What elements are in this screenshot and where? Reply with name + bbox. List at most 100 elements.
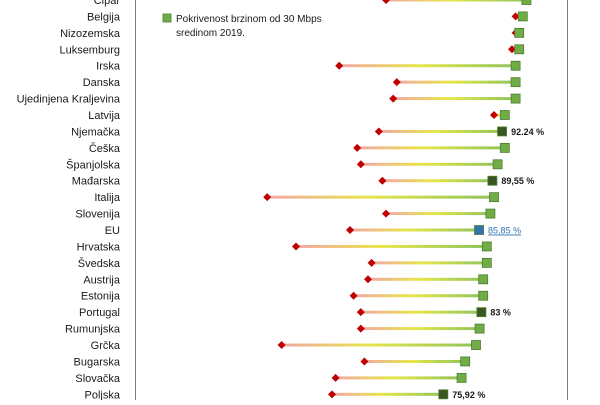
start-diamond-marker — [349, 291, 358, 300]
category-label: Ujedinjena Kraljevina — [17, 94, 121, 106]
start-diamond-marker — [292, 242, 300, 251]
start-diamond-marker — [335, 61, 344, 70]
end-square-marker — [489, 192, 499, 203]
value-label: 89,55 % — [501, 176, 534, 186]
range-segment — [353, 294, 484, 298]
end-square-marker — [438, 389, 449, 400]
range-segment — [267, 195, 494, 199]
category-label: Bugarska — [74, 356, 121, 368]
end-square-marker — [456, 372, 467, 383]
range-segment — [357, 146, 505, 150]
end-square-marker — [517, 11, 528, 22]
end-square-marker — [499, 110, 510, 120]
legend-label-line-2: sredinom 2019. — [176, 28, 245, 39]
end-square-marker — [514, 27, 525, 38]
start-diamond-marker — [382, 209, 390, 218]
start-diamond-marker — [490, 111, 498, 120]
start-diamond-marker — [277, 341, 286, 350]
end-square-marker — [478, 290, 489, 301]
end-square-marker — [460, 356, 471, 367]
start-diamond-marker — [389, 94, 398, 103]
category-label: Češka — [89, 142, 121, 155]
category-label: Estonija — [81, 291, 121, 303]
start-diamond-marker — [356, 308, 365, 317]
range-segment — [494, 113, 505, 117]
end-square-marker — [471, 340, 481, 350]
start-diamond-marker — [328, 390, 336, 399]
range-segment — [360, 327, 480, 331]
start-diamond-marker — [353, 143, 362, 152]
start-diamond-marker — [356, 324, 365, 333]
category-label: Hrvatska — [77, 241, 121, 253]
range-segment — [339, 64, 516, 68]
start-diamond-marker — [511, 12, 520, 21]
end-square-marker — [476, 307, 487, 318]
start-diamond-marker — [382, 0, 390, 4]
range-segment — [281, 343, 476, 347]
end-square-marker — [510, 93, 521, 104]
chart-marks: Cipar Belgija Nizozemska Luksemburg Irska Dan… — [17, 0, 544, 401]
range-segment — [393, 97, 516, 101]
value-label[interactable]: 85,85 % — [488, 226, 521, 236]
end-square-marker — [487, 175, 498, 186]
range-segment — [371, 261, 487, 265]
range-segment — [368, 277, 484, 281]
legend-marker — [162, 13, 172, 23]
end-square-marker — [499, 142, 510, 153]
range-segment — [378, 129, 503, 133]
end-square-marker — [474, 225, 484, 235]
value-label: 92.24 % — [511, 127, 544, 137]
category-label: Italija — [94, 192, 121, 204]
legend-label-line-1: Pokrivenost brzinom od 30 Mbps — [176, 14, 322, 25]
category-label: Danska — [83, 77, 121, 89]
start-diamond-marker — [378, 176, 387, 185]
range-segment — [332, 392, 444, 396]
category-label: Švedska — [78, 257, 121, 270]
category-label: Španjolska — [66, 158, 121, 171]
end-square-marker — [481, 241, 492, 252]
end-square-marker — [474, 323, 485, 334]
category-label: Grčka — [91, 340, 121, 352]
category-label: Irska — [96, 61, 121, 73]
category-label: Slovačka — [75, 373, 121, 385]
end-square-marker — [510, 77, 521, 88]
end-square-marker — [514, 44, 525, 55]
end-square-marker — [485, 208, 496, 219]
value-label: 83 % — [490, 308, 511, 318]
start-diamond-marker — [508, 45, 516, 54]
range-segment — [360, 310, 482, 314]
end-square-marker — [497, 126, 507, 137]
range-segment — [386, 0, 527, 2]
start-diamond-marker — [392, 78, 401, 87]
range-segment — [386, 212, 491, 216]
category-label: Portugal — [79, 307, 120, 319]
category-label: Slovenija — [75, 209, 121, 221]
start-diamond-marker — [346, 226, 354, 235]
category-label: Cipar — [94, 0, 121, 7]
legend: Pokrivenost brzinom od 30 Mbps sredinom … — [162, 13, 322, 39]
start-diamond-marker — [364, 275, 372, 284]
range-segment — [360, 162, 498, 166]
start-diamond-marker — [374, 127, 383, 136]
category-label: Njemačka — [71, 126, 121, 138]
category-label: Luksemburg — [59, 44, 120, 56]
start-diamond-marker — [331, 373, 340, 382]
category-label: Rumunjska — [65, 324, 121, 336]
end-square-marker — [481, 257, 492, 268]
range-segment — [335, 376, 462, 380]
range-segment — [364, 359, 466, 363]
start-diamond-marker — [263, 193, 272, 202]
start-diamond-marker — [360, 357, 369, 366]
category-label: EU — [105, 225, 120, 237]
start-diamond-marker — [356, 160, 365, 169]
range-segment — [350, 228, 480, 232]
category-label: Mađarska — [72, 176, 121, 188]
end-square-marker — [521, 0, 532, 5]
category-label: Poljska — [85, 389, 121, 400]
category-label: Nizozemska — [60, 28, 121, 40]
range-segment — [396, 80, 516, 84]
category-label: Belgija — [87, 11, 121, 23]
value-label: 75,92 % — [452, 390, 485, 400]
